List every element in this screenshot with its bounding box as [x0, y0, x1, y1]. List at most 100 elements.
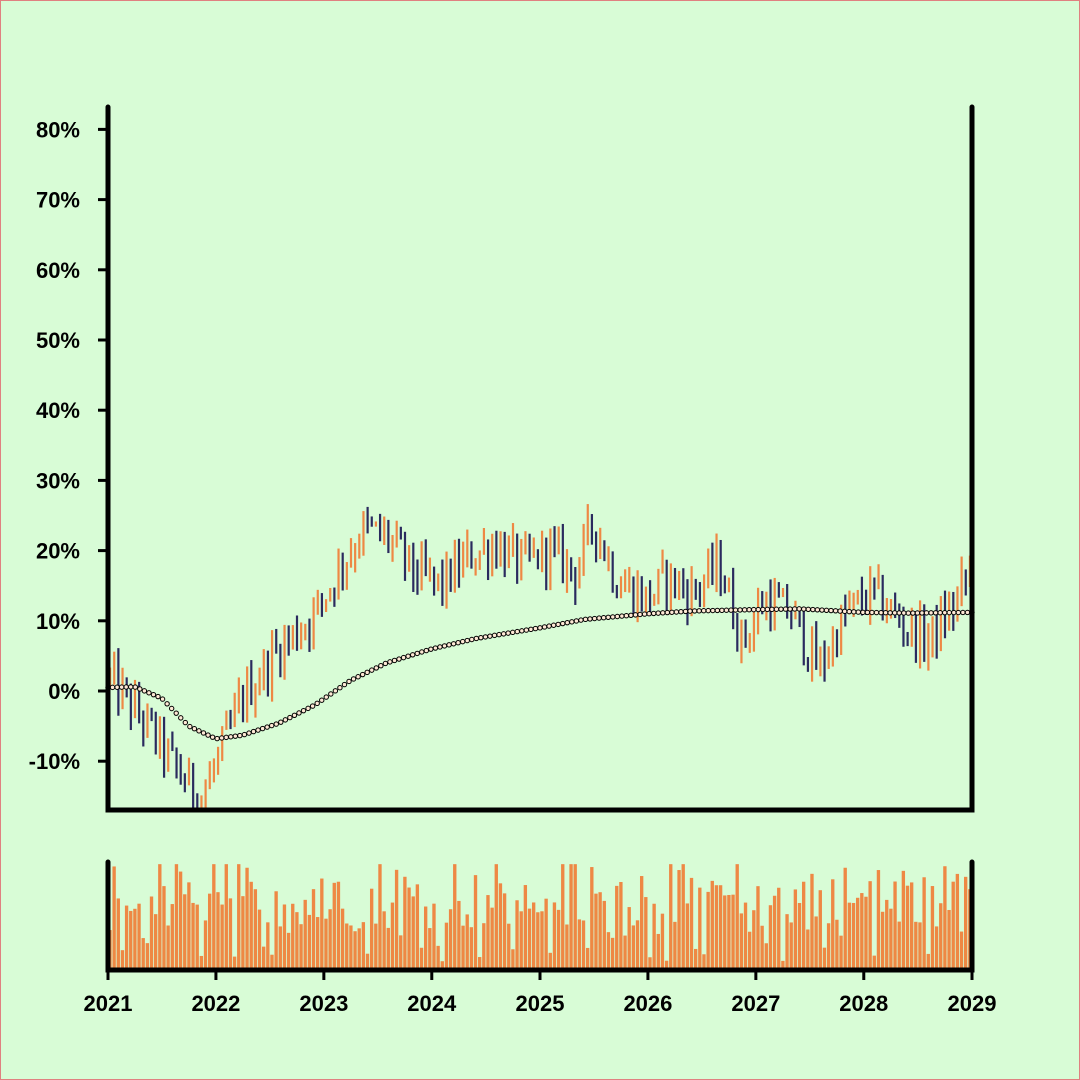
- volume-bar: [930, 886, 935, 970]
- moving-average-point: [396, 656, 402, 662]
- moving-average-point: [137, 686, 143, 692]
- volume-bar: [594, 893, 598, 970]
- moving-average-point: [469, 636, 475, 643]
- volume-bar: [806, 929, 810, 970]
- moving-average-point: [801, 606, 807, 612]
- moving-average-point: [214, 735, 220, 742]
- moving-average-point: [964, 609, 971, 616]
- moving-average-point: [455, 640, 461, 646]
- moving-average-point: [751, 606, 757, 613]
- moving-average-point: [946, 609, 952, 616]
- moving-average-point: [855, 609, 862, 615]
- moving-average-point: [337, 685, 343, 691]
- moving-average-point: [128, 684, 134, 690]
- moving-average-point: [919, 610, 925, 616]
- moving-average-point: [796, 606, 802, 612]
- moving-average-point: [387, 659, 393, 665]
- moving-average-point: [146, 690, 152, 696]
- moving-average-point: [114, 684, 120, 690]
- volume-bar: [573, 864, 577, 970]
- y-tick-label: 30%: [36, 468, 80, 493]
- moving-average-point: [346, 678, 352, 685]
- moving-average-point: [141, 688, 148, 694]
- volume-bar: [801, 881, 806, 970]
- volume-bar: [490, 907, 494, 970]
- volume-bar: [295, 912, 299, 970]
- moving-average-point: [428, 646, 434, 652]
- volume-bars: [108, 864, 972, 970]
- volume-bar: [610, 937, 615, 970]
- y-tick-label: 0%: [48, 679, 80, 704]
- moving-average-point: [869, 609, 875, 616]
- volume-bar: [797, 902, 802, 970]
- moving-average-point: [491, 632, 498, 639]
- moving-average-point: [118, 684, 125, 690]
- moving-average-point: [159, 696, 166, 702]
- volume-bar: [403, 876, 407, 970]
- y-tick-label: 40%: [36, 398, 80, 423]
- volume-bar: [685, 903, 690, 970]
- volume-bar: [914, 921, 918, 970]
- volume-bar: [129, 910, 133, 970]
- volume-bar: [739, 913, 744, 970]
- moving-average-point: [610, 614, 616, 620]
- volume-bar: [664, 960, 669, 970]
- moving-average-point: [228, 734, 234, 740]
- moving-average-point: [660, 610, 666, 616]
- price-panel-frame: [105, 104, 975, 813]
- moving-average-point: [641, 611, 648, 617]
- moving-average-point: [550, 622, 557, 628]
- moving-average-point: [405, 653, 411, 659]
- moving-average-point: [828, 607, 834, 614]
- moving-average-point: [546, 623, 552, 629]
- moving-average-point: [923, 610, 930, 616]
- volume-bar: [378, 864, 382, 970]
- moving-average-point: [673, 609, 680, 615]
- volume-bar: [872, 955, 876, 970]
- moving-average-point: [682, 608, 689, 615]
- moving-average-point: [500, 631, 507, 637]
- volume-bar: [261, 946, 266, 970]
- volume-bar: [810, 873, 814, 970]
- y-tick-label: 10%: [36, 609, 80, 634]
- volume-bar: [785, 914, 789, 970]
- volume-bar: [943, 866, 947, 970]
- moving-average-point: [928, 610, 934, 616]
- moving-average-point: [882, 610, 889, 616]
- volume-bar: [486, 895, 490, 970]
- volume-bar: [889, 908, 893, 970]
- volume-bar: [635, 920, 640, 970]
- volume-bar: [689, 877, 694, 970]
- moving-average-point: [746, 607, 752, 613]
- moving-average-point: [591, 615, 598, 622]
- moving-average-point: [341, 681, 348, 688]
- moving-average-point: [791, 606, 798, 612]
- moving-average-point: [664, 609, 671, 616]
- volume-bar: [365, 953, 370, 970]
- moving-average-point: [400, 654, 407, 661]
- volume-bar: [556, 909, 561, 970]
- volume-bar: [303, 899, 307, 970]
- volume-bar: [482, 923, 486, 970]
- moving-average-point: [632, 612, 639, 618]
- moving-average-point: [378, 662, 384, 669]
- volume-bar: [673, 921, 677, 970]
- volume-bar: [502, 893, 507, 970]
- x-tick-label: 2025: [516, 991, 565, 1016]
- volume-bar: [320, 878, 324, 970]
- moving-average-point: [132, 684, 138, 690]
- moving-average-point: [773, 606, 780, 612]
- moving-average-point: [187, 723, 193, 730]
- moving-average-point: [600, 615, 607, 621]
- volume-bar: [552, 902, 557, 970]
- moving-average-point: [619, 613, 625, 619]
- volume-bar: [648, 957, 652, 970]
- x-tick-label: 2021: [84, 991, 133, 1016]
- volume-bar: [361, 922, 366, 970]
- moving-average-point: [819, 607, 825, 613]
- volume-bar: [569, 864, 573, 970]
- volume-bar: [116, 898, 120, 970]
- volume-bar: [199, 955, 204, 970]
- volume-bar: [731, 894, 735, 970]
- volume-bar: [677, 870, 681, 970]
